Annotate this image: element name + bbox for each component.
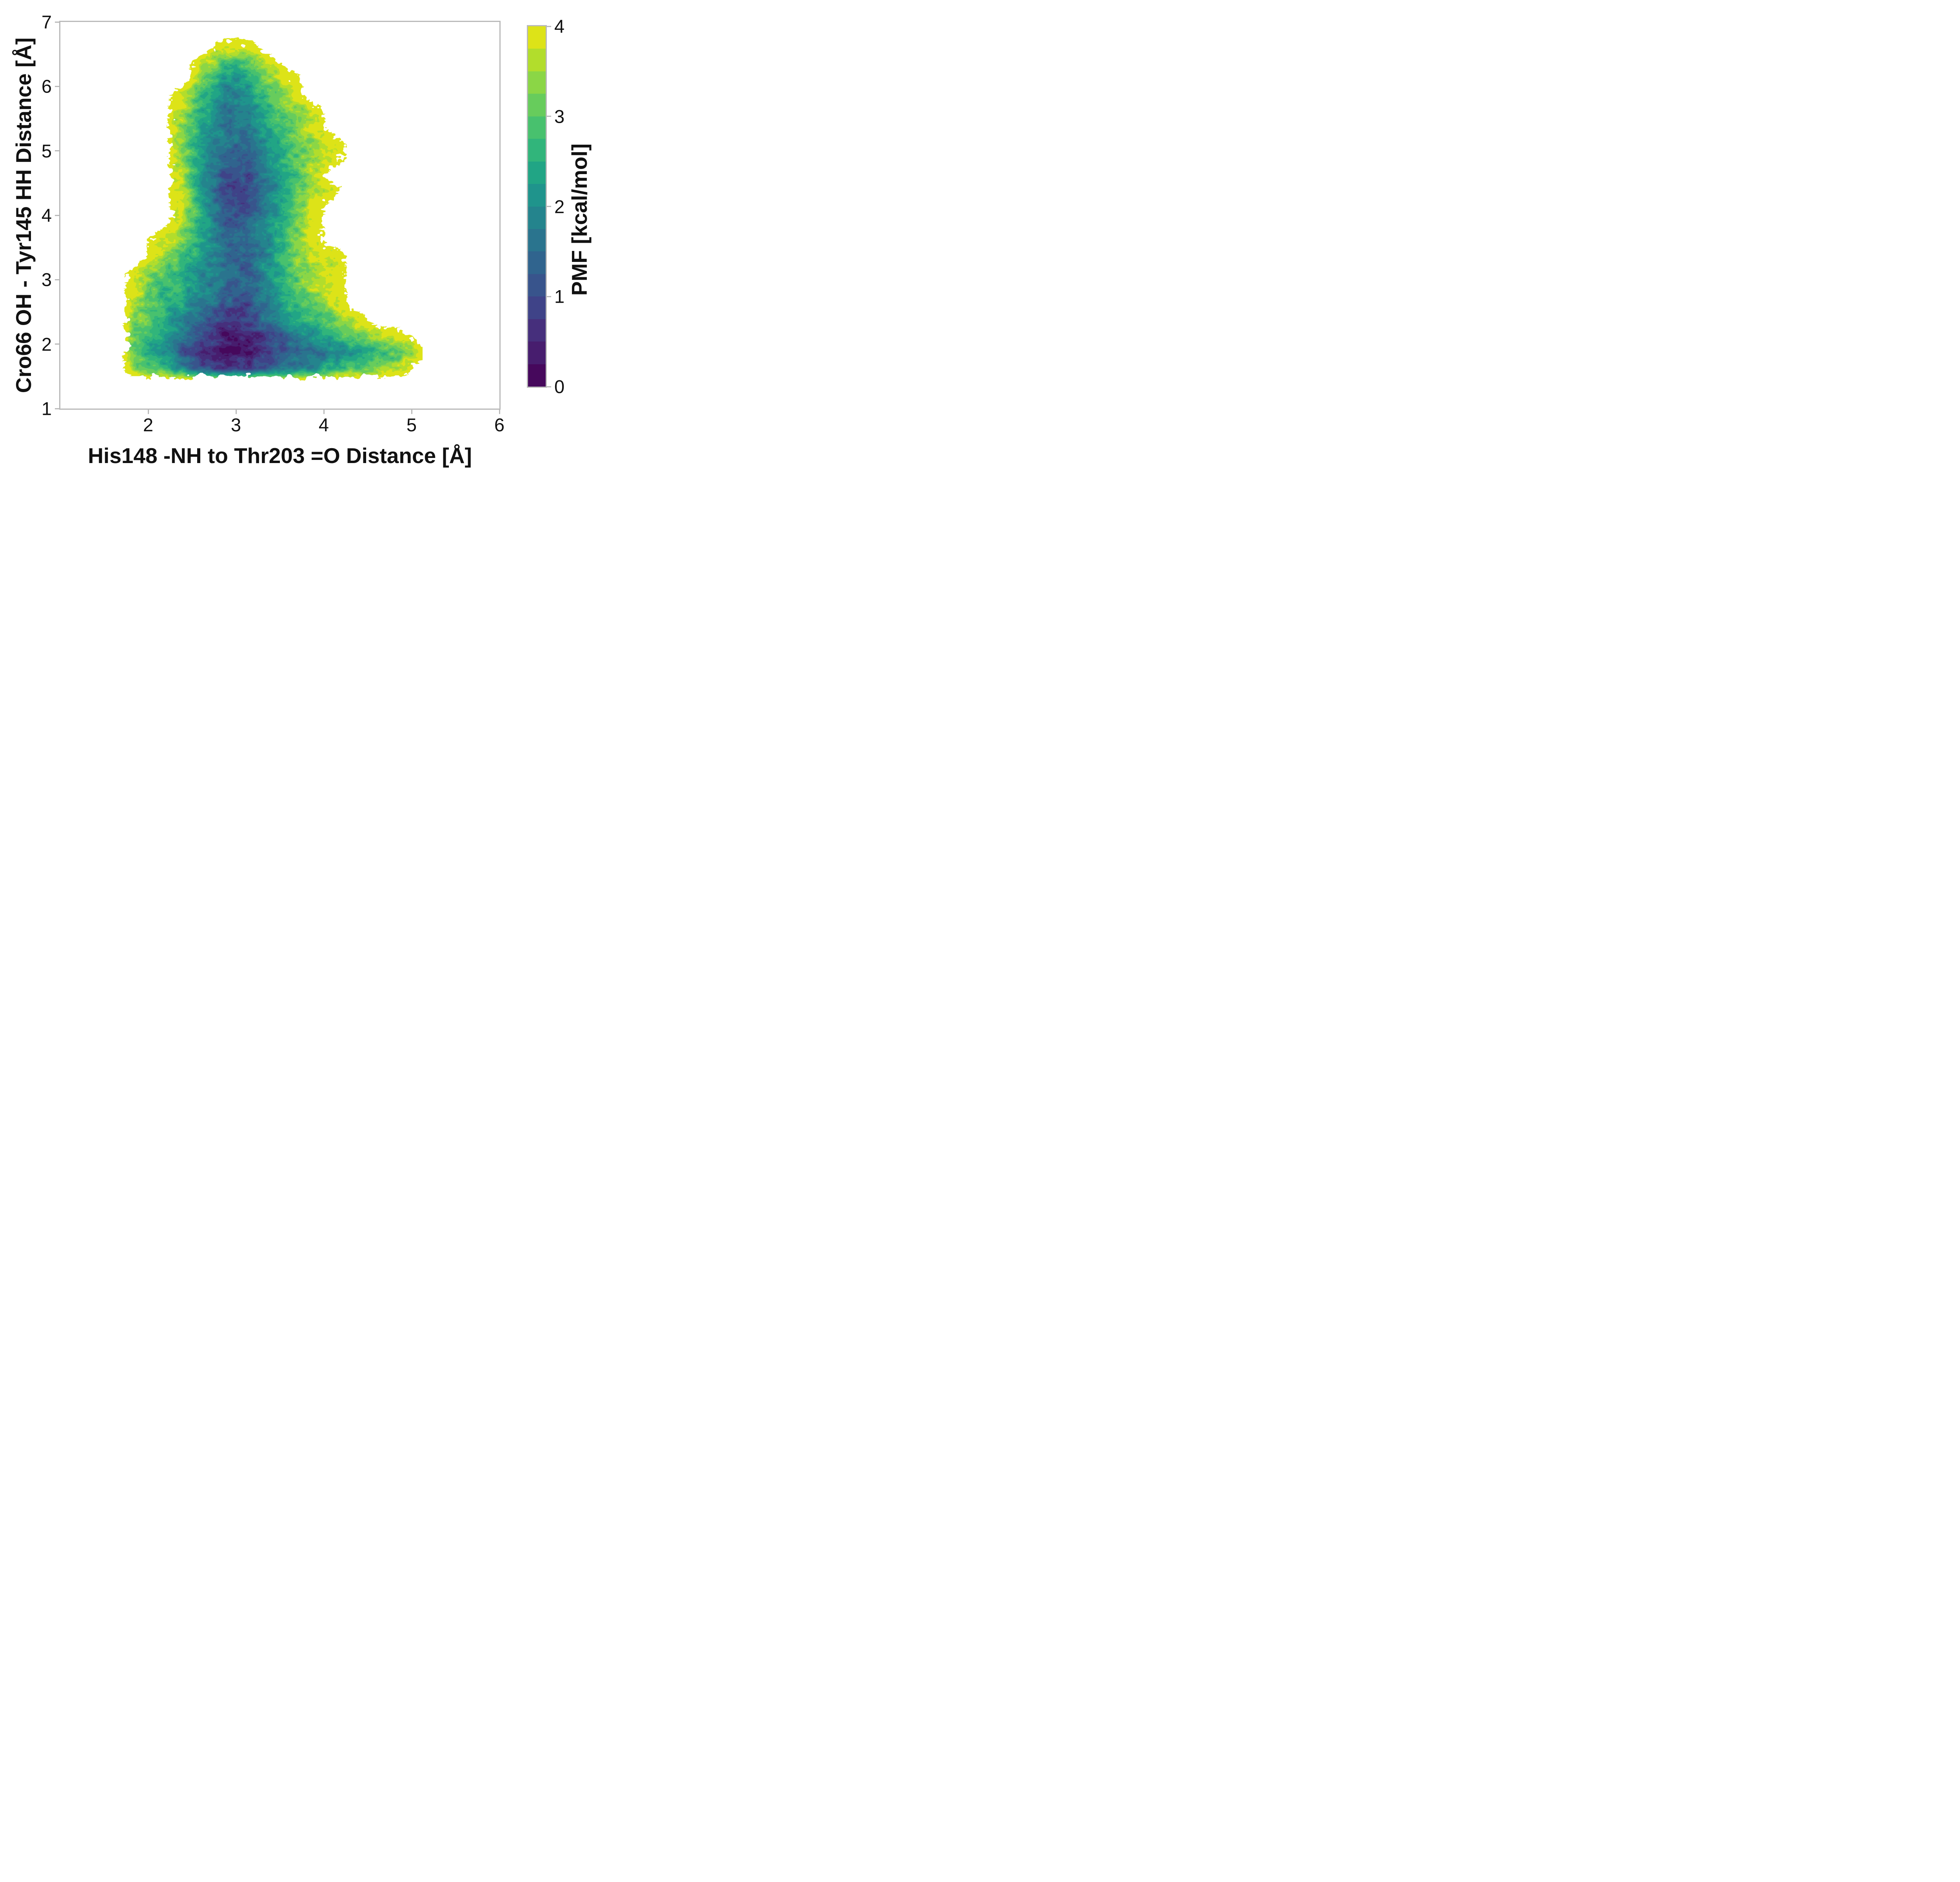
colorbar-tick-label: 1 <box>554 286 565 307</box>
y-tick-label: 5 <box>41 140 52 162</box>
colorbar-cell <box>528 342 546 364</box>
x-tick-label: 2 <box>143 414 154 435</box>
colorbar-tick-mark <box>547 206 551 207</box>
x-tick-mark <box>147 410 149 414</box>
x-tick-label: 5 <box>406 414 417 435</box>
plot-area: 1 2 3 4 5 6 7 2 3 4 5 6 <box>42 13 505 434</box>
y-tick-mark <box>55 150 59 152</box>
colorbar-cell <box>528 364 546 387</box>
x-tick-label: 4 <box>318 414 329 435</box>
colorbar-cell <box>528 319 546 342</box>
colorbar-cell <box>528 71 546 94</box>
y-axis-label: Cro66 OH - Tyr145 HH Distance [Å] <box>11 37 36 393</box>
colorbar-cell <box>528 26 546 49</box>
y-tick-mark <box>55 214 59 216</box>
colorbar-tick-label: 0 <box>554 376 565 397</box>
colorbar-cell <box>528 229 546 252</box>
y-tick-label: 3 <box>41 269 52 290</box>
colorbar-label: PMF [kcal/mol] <box>567 143 592 296</box>
x-tick-mark <box>411 410 412 414</box>
colorbar-tick-label: 2 <box>554 196 565 217</box>
x-tick-mark <box>235 410 237 414</box>
colorbar-cell <box>528 274 546 297</box>
colorbar-tick-mark <box>547 116 551 117</box>
colorbar-cell <box>528 184 546 207</box>
y-tick-label: 6 <box>41 76 52 97</box>
x-tick-mark <box>323 410 325 414</box>
colorbar-cell <box>528 206 546 229</box>
pmf-contour-figure: 1 2 3 4 5 6 7 2 3 4 5 6 His148 -NH to Thr203 =O Di… <box>0 0 627 470</box>
y-tick-label: 7 <box>41 11 52 33</box>
colorbar-cell <box>528 161 546 184</box>
colorbar-cell <box>528 94 546 116</box>
y-tick-mark <box>55 408 59 409</box>
y-tick-mark <box>55 21 59 23</box>
x-tick-mark <box>499 410 500 414</box>
colorbar-tick-label: 3 <box>554 106 565 127</box>
y-tick-label: 4 <box>41 205 52 226</box>
colorbar-cell <box>528 251 546 274</box>
colorbar-tick-label: 4 <box>554 16 565 37</box>
contour-plot-canvas <box>60 22 499 409</box>
colorbar-tick-mark <box>547 386 551 387</box>
y-tick-mark <box>55 343 59 345</box>
y-tick-mark <box>55 279 59 280</box>
y-tick-mark <box>55 85 59 87</box>
x-tick-label: 6 <box>494 414 505 435</box>
colorbar-cell <box>528 116 546 139</box>
colorbar-tick-mark <box>547 25 551 27</box>
colorbar-cell <box>528 139 546 162</box>
colorbar-cell <box>528 49 546 71</box>
x-tick-label: 3 <box>230 414 241 435</box>
y-tick-label: 2 <box>41 334 52 355</box>
colorbar-tick-mark <box>547 296 551 297</box>
x-axis-label: His148 -NH to Thr203 =O Distance [Å] <box>88 443 472 468</box>
colorbar: 0 1 2 3 4 <box>527 17 564 396</box>
colorbar-cell <box>528 296 546 319</box>
y-tick-label: 1 <box>41 398 52 419</box>
